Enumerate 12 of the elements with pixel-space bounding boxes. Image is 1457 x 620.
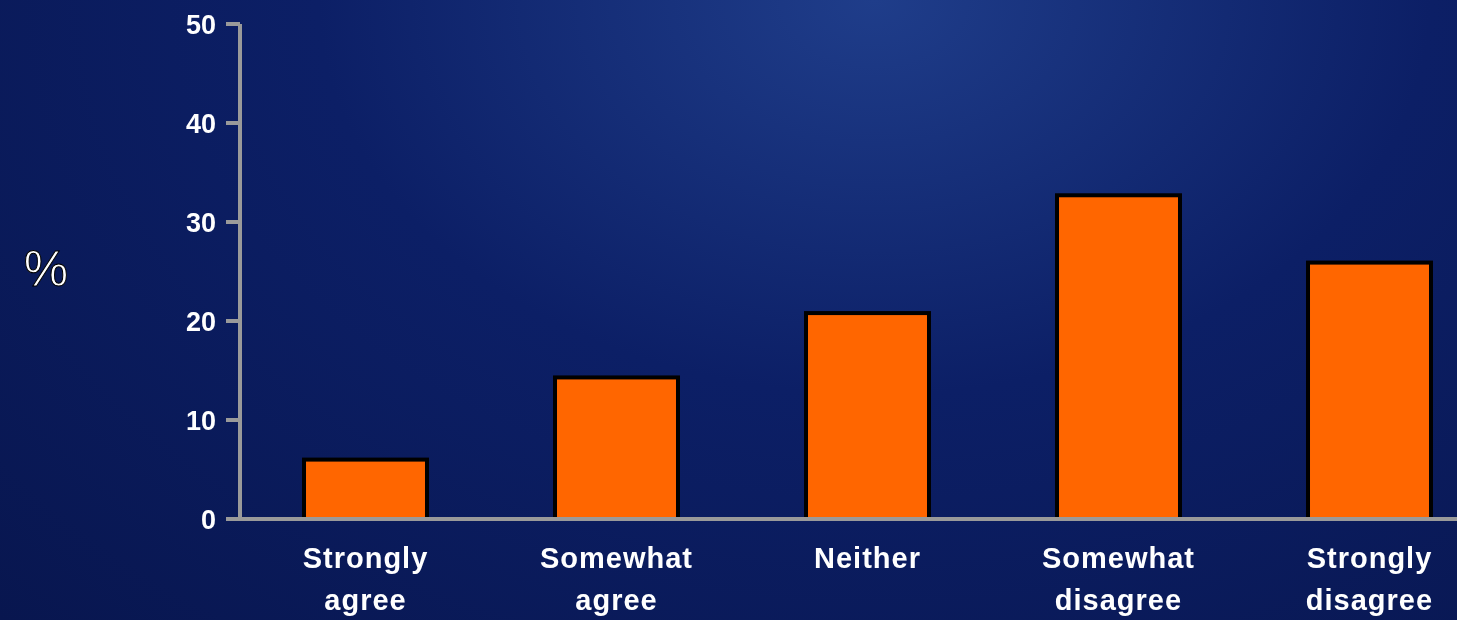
x-tick-label: Neither: [814, 542, 921, 574]
y-tick-label: 40: [185, 108, 216, 139]
x-tick-label: Somewhat agree: [539, 542, 694, 616]
y-tick-label: 0: [200, 504, 216, 535]
x-tick-label: Strongly disagree: [1305, 542, 1434, 616]
y-axis-title: %: [23, 241, 69, 297]
x-tick-label: Somewhat disagree: [1041, 542, 1196, 616]
y-tick-label: 30: [185, 207, 216, 238]
y-tick-label: 20: [185, 306, 216, 337]
y-tick-label: 10: [185, 405, 216, 436]
y-tick-label: 50: [185, 9, 216, 40]
x-tick-label: Strongly agree: [302, 542, 429, 616]
